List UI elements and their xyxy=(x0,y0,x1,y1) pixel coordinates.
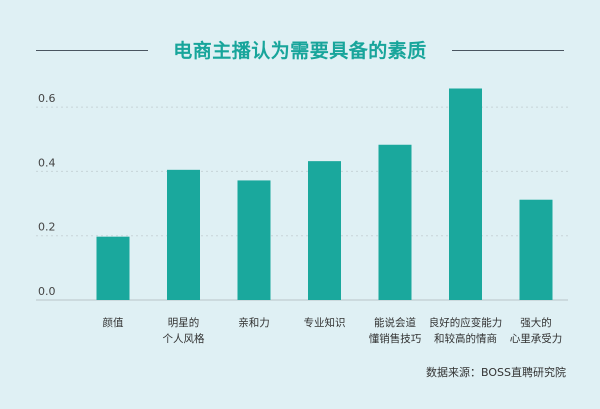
category-label: 和较高的情商 xyxy=(434,332,497,345)
bar xyxy=(167,169,200,300)
category-label: 个人风格 xyxy=(163,332,205,345)
bar xyxy=(308,161,341,300)
bar-layer xyxy=(96,88,553,300)
title-area: 电商主播认为需要具备的素质 xyxy=(0,30,600,70)
bar xyxy=(378,144,412,300)
category-label: 亲和力 xyxy=(238,316,270,329)
category-label: 懂销售技巧 xyxy=(369,332,422,345)
title-left-line xyxy=(36,50,148,51)
y-tick-label: 0.4 xyxy=(38,156,56,169)
category-label: 能说会道 xyxy=(374,316,416,329)
bar xyxy=(96,236,130,300)
category-label: 专业知识 xyxy=(304,316,346,329)
chart-title: 电商主播认为需要具备的素质 xyxy=(173,40,427,62)
bar xyxy=(519,199,553,300)
source-note: 数据来源：BOSS直聘研究院 xyxy=(426,366,566,379)
y-tick-label: 0.0 xyxy=(38,285,56,298)
category-label: 良好的应变能力 xyxy=(429,316,503,329)
title-right-line xyxy=(452,50,564,51)
category-label: 明星的 xyxy=(168,316,200,329)
y-tick-label: 0.6 xyxy=(38,92,56,105)
y-tick-label: 0.2 xyxy=(38,221,56,234)
bar xyxy=(237,180,271,300)
category-label: 心里承受力 xyxy=(510,332,563,345)
category-label: 颜值 xyxy=(103,316,124,329)
category-label: 强大的 xyxy=(520,316,552,329)
bar xyxy=(449,88,482,300)
